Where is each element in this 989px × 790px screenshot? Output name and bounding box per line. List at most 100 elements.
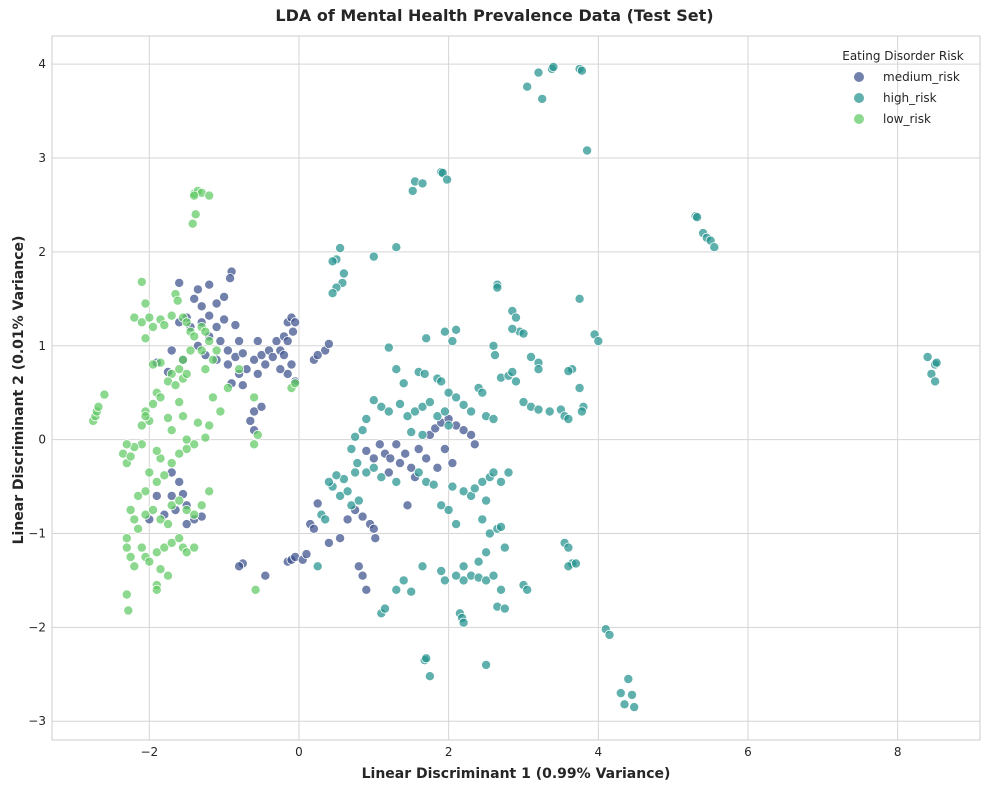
data-point-high_risk xyxy=(451,324,462,335)
data-point-medium_risk xyxy=(151,490,162,501)
data-point-medium_risk xyxy=(204,310,215,321)
data-point-low_risk xyxy=(177,354,188,365)
data-point-medium_risk xyxy=(413,443,424,454)
data-point-medium_risk xyxy=(249,406,260,417)
data-point-high_risk xyxy=(627,689,638,700)
data-point-high_risk xyxy=(406,427,417,438)
data-point-medium_risk xyxy=(256,350,267,361)
data-point-medium_risk xyxy=(219,291,230,302)
data-point-high_risk xyxy=(338,268,349,279)
data-point-low_risk xyxy=(125,552,136,563)
data-point-low_risk xyxy=(166,537,177,548)
data-point-high_risk xyxy=(466,406,477,417)
data-point-high_risk xyxy=(398,378,409,389)
data-point-low_risk xyxy=(181,547,192,558)
data-point-high_risk xyxy=(469,483,480,494)
chart-title: LDA of Mental Health Prevalence Data (Te… xyxy=(275,6,714,25)
data-point-low_risk xyxy=(133,523,144,534)
data-point-low_risk xyxy=(174,364,185,375)
data-point-high_risk xyxy=(563,413,574,424)
data-point-high_risk xyxy=(533,404,544,415)
data-point-high_risk xyxy=(421,333,432,344)
data-point-high_risk xyxy=(376,401,387,412)
data-point-low_risk xyxy=(144,312,155,323)
data-point-low_risk xyxy=(140,298,151,309)
legend-label-low_risk: low_risk xyxy=(883,112,931,126)
data-point-high_risk xyxy=(331,470,342,481)
data-point-low_risk xyxy=(181,504,192,515)
data-point-low_risk xyxy=(144,467,155,478)
data-point-low_risk xyxy=(211,345,222,356)
data-point-high_risk xyxy=(436,566,447,577)
y-axis-label: Linear Discriminant 2 (0.01% Variance) xyxy=(11,236,27,545)
data-point-high_risk xyxy=(451,570,462,581)
data-point-low_risk xyxy=(99,389,110,400)
data-point-high_risk xyxy=(518,397,529,408)
data-point-high_risk xyxy=(495,584,506,595)
data-point-medium_risk xyxy=(335,533,346,544)
x-tick-label: 8 xyxy=(894,745,902,759)
data-point-high_risk xyxy=(623,674,634,685)
data-point-high_risk xyxy=(593,336,604,347)
data-point-low_risk xyxy=(129,561,140,572)
data-point-low_risk xyxy=(144,556,155,567)
y-tick-label: −2 xyxy=(28,620,46,634)
data-point-high_risk xyxy=(432,411,443,422)
data-point-high_risk xyxy=(439,406,450,417)
data-point-medium_risk xyxy=(260,570,271,581)
data-point-low_risk xyxy=(204,336,215,347)
grid-lines xyxy=(52,36,980,740)
data-point-high_risk xyxy=(692,212,703,223)
data-point-high_risk xyxy=(327,256,338,267)
data-point-medium_risk xyxy=(267,351,278,362)
data-point-medium_risk xyxy=(252,336,263,347)
data-point-high_risk xyxy=(458,399,469,410)
data-point-high_risk xyxy=(350,467,361,478)
data-point-low_risk xyxy=(136,420,147,431)
data-point-high_risk xyxy=(548,62,559,73)
legend-marker-low_risk xyxy=(854,114,864,124)
data-point-low_risk xyxy=(181,368,192,379)
data-point-high_risk xyxy=(368,462,379,473)
data-point-low_risk xyxy=(207,392,218,403)
data-point-medium_risk xyxy=(312,498,323,509)
data-point-high_risk xyxy=(518,328,529,339)
data-point-medium_risk xyxy=(458,425,469,436)
data-point-high_risk xyxy=(346,443,357,454)
data-point-high_risk xyxy=(709,242,720,253)
data-point-high_risk xyxy=(563,542,574,553)
data-point-medium_risk xyxy=(282,368,293,379)
data-point-high_risk xyxy=(443,420,454,431)
data-point-medium_risk xyxy=(237,380,248,391)
data-point-high_risk xyxy=(477,387,488,398)
data-point-high_risk xyxy=(368,395,379,406)
data-point-medium_risk xyxy=(469,439,480,450)
data-point-low_risk xyxy=(121,589,132,600)
data-point-medium_risk xyxy=(361,445,372,456)
legend-marker-medium_risk xyxy=(854,72,864,82)
data-point-high_risk xyxy=(477,476,488,487)
data-point-high_risk xyxy=(931,357,942,368)
data-point-high_risk xyxy=(576,406,587,417)
data-point-high_risk xyxy=(533,67,544,78)
x-tick-label: −2 xyxy=(140,745,158,759)
data-point-low_risk xyxy=(189,331,200,342)
data-point-low_risk xyxy=(162,519,173,530)
data-point-medium_risk xyxy=(181,519,192,530)
data-point-low_risk xyxy=(140,486,151,497)
data-point-medium_risk xyxy=(252,368,263,379)
data-point-high_risk xyxy=(419,368,430,379)
data-point-medium_risk xyxy=(447,458,458,469)
data-point-medium_risk xyxy=(234,561,245,572)
data-point-medium_risk xyxy=(211,298,222,309)
data-point-low_risk xyxy=(159,320,170,331)
data-point-high_risk xyxy=(574,293,585,304)
data-point-high_risk xyxy=(488,413,499,424)
data-point-medium_risk xyxy=(174,277,185,288)
legend-title: Eating Disorder Risk xyxy=(842,49,964,63)
data-point-low_risk xyxy=(196,500,207,511)
data-point-low_risk xyxy=(174,533,185,544)
data-point-low_risk xyxy=(166,310,177,321)
data-point-low_risk xyxy=(121,439,132,450)
